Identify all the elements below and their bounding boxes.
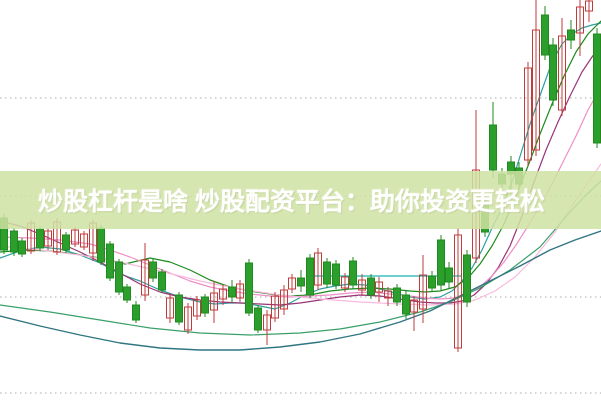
down-candle-body (175, 294, 183, 323)
up-candle-body (141, 259, 149, 296)
down-candle-body (323, 261, 331, 285)
promo-banner: 炒股杠杆是啥 炒股配资平台：助你投资更轻松 (0, 171, 601, 229)
down-candle-body (306, 257, 314, 296)
up-candle-body (271, 295, 279, 319)
down-candle-body (402, 294, 410, 315)
down-candle-body (115, 261, 123, 293)
up-candle-body (236, 283, 244, 299)
down-candle-body (349, 260, 357, 286)
down-candle-body (254, 307, 262, 331)
up-candle-body (314, 252, 322, 286)
up-candle-body (341, 276, 349, 289)
up-candle-body (263, 314, 271, 331)
up-candle-body (358, 279, 366, 291)
down-candle-body (62, 234, 70, 251)
down-candle-body (593, 33, 601, 144)
up-candle-body (410, 299, 418, 313)
down-candle-body (245, 262, 253, 314)
down-candle-body (549, 44, 557, 101)
ma-slow-green (0, 180, 601, 336)
up-candle-body (193, 299, 201, 317)
up-candle-body (71, 229, 79, 245)
down-candle-body (437, 239, 445, 286)
down-candle-body (463, 254, 471, 303)
up-candle-body (454, 234, 462, 349)
down-candle-body (297, 277, 305, 287)
up-candle-body (384, 290, 392, 299)
down-candle-body (332, 263, 340, 286)
down-candle-body (393, 287, 401, 303)
up-candle-body (524, 67, 532, 161)
down-candle-body (201, 296, 209, 314)
up-candle-body (576, 6, 584, 34)
down-candle-body (36, 228, 44, 249)
up-candle-body (288, 277, 296, 290)
up-candle-body (219, 288, 227, 300)
up-candle-body (585, 0, 593, 12)
down-candle-body (158, 271, 166, 291)
up-candle-body (210, 292, 218, 311)
down-candle-body (149, 261, 157, 279)
down-candle-body (106, 243, 114, 279)
ma-slowest-teal (0, 230, 601, 351)
down-candle-body (428, 275, 436, 289)
up-candle-body (184, 306, 192, 331)
ma-slow-lightpink (0, 163, 601, 306)
up-candle-body (280, 289, 288, 310)
up-candle-body (558, 35, 566, 111)
down-candle-body (367, 277, 375, 296)
down-candle-body (18, 240, 26, 255)
down-candle-body (567, 29, 575, 41)
down-candle-body (10, 230, 18, 253)
down-candle-body (123, 286, 131, 301)
up-candle-body (532, 29, 540, 151)
up-candle-body (44, 230, 52, 247)
down-candle-body (445, 267, 453, 283)
down-candle-body (228, 286, 236, 298)
up-candle-body (419, 274, 427, 310)
down-candle-body (489, 124, 497, 171)
up-candle-body (375, 281, 383, 293)
down-candle-body (132, 304, 140, 321)
up-candle-body (80, 233, 88, 248)
promo-banner-title: 炒股杠杆是啥 炒股配资平台：助你投资更轻松 (38, 188, 545, 216)
up-candle-body (166, 297, 174, 319)
down-candle-body (541, 14, 549, 56)
down-candle-body (97, 227, 105, 263)
